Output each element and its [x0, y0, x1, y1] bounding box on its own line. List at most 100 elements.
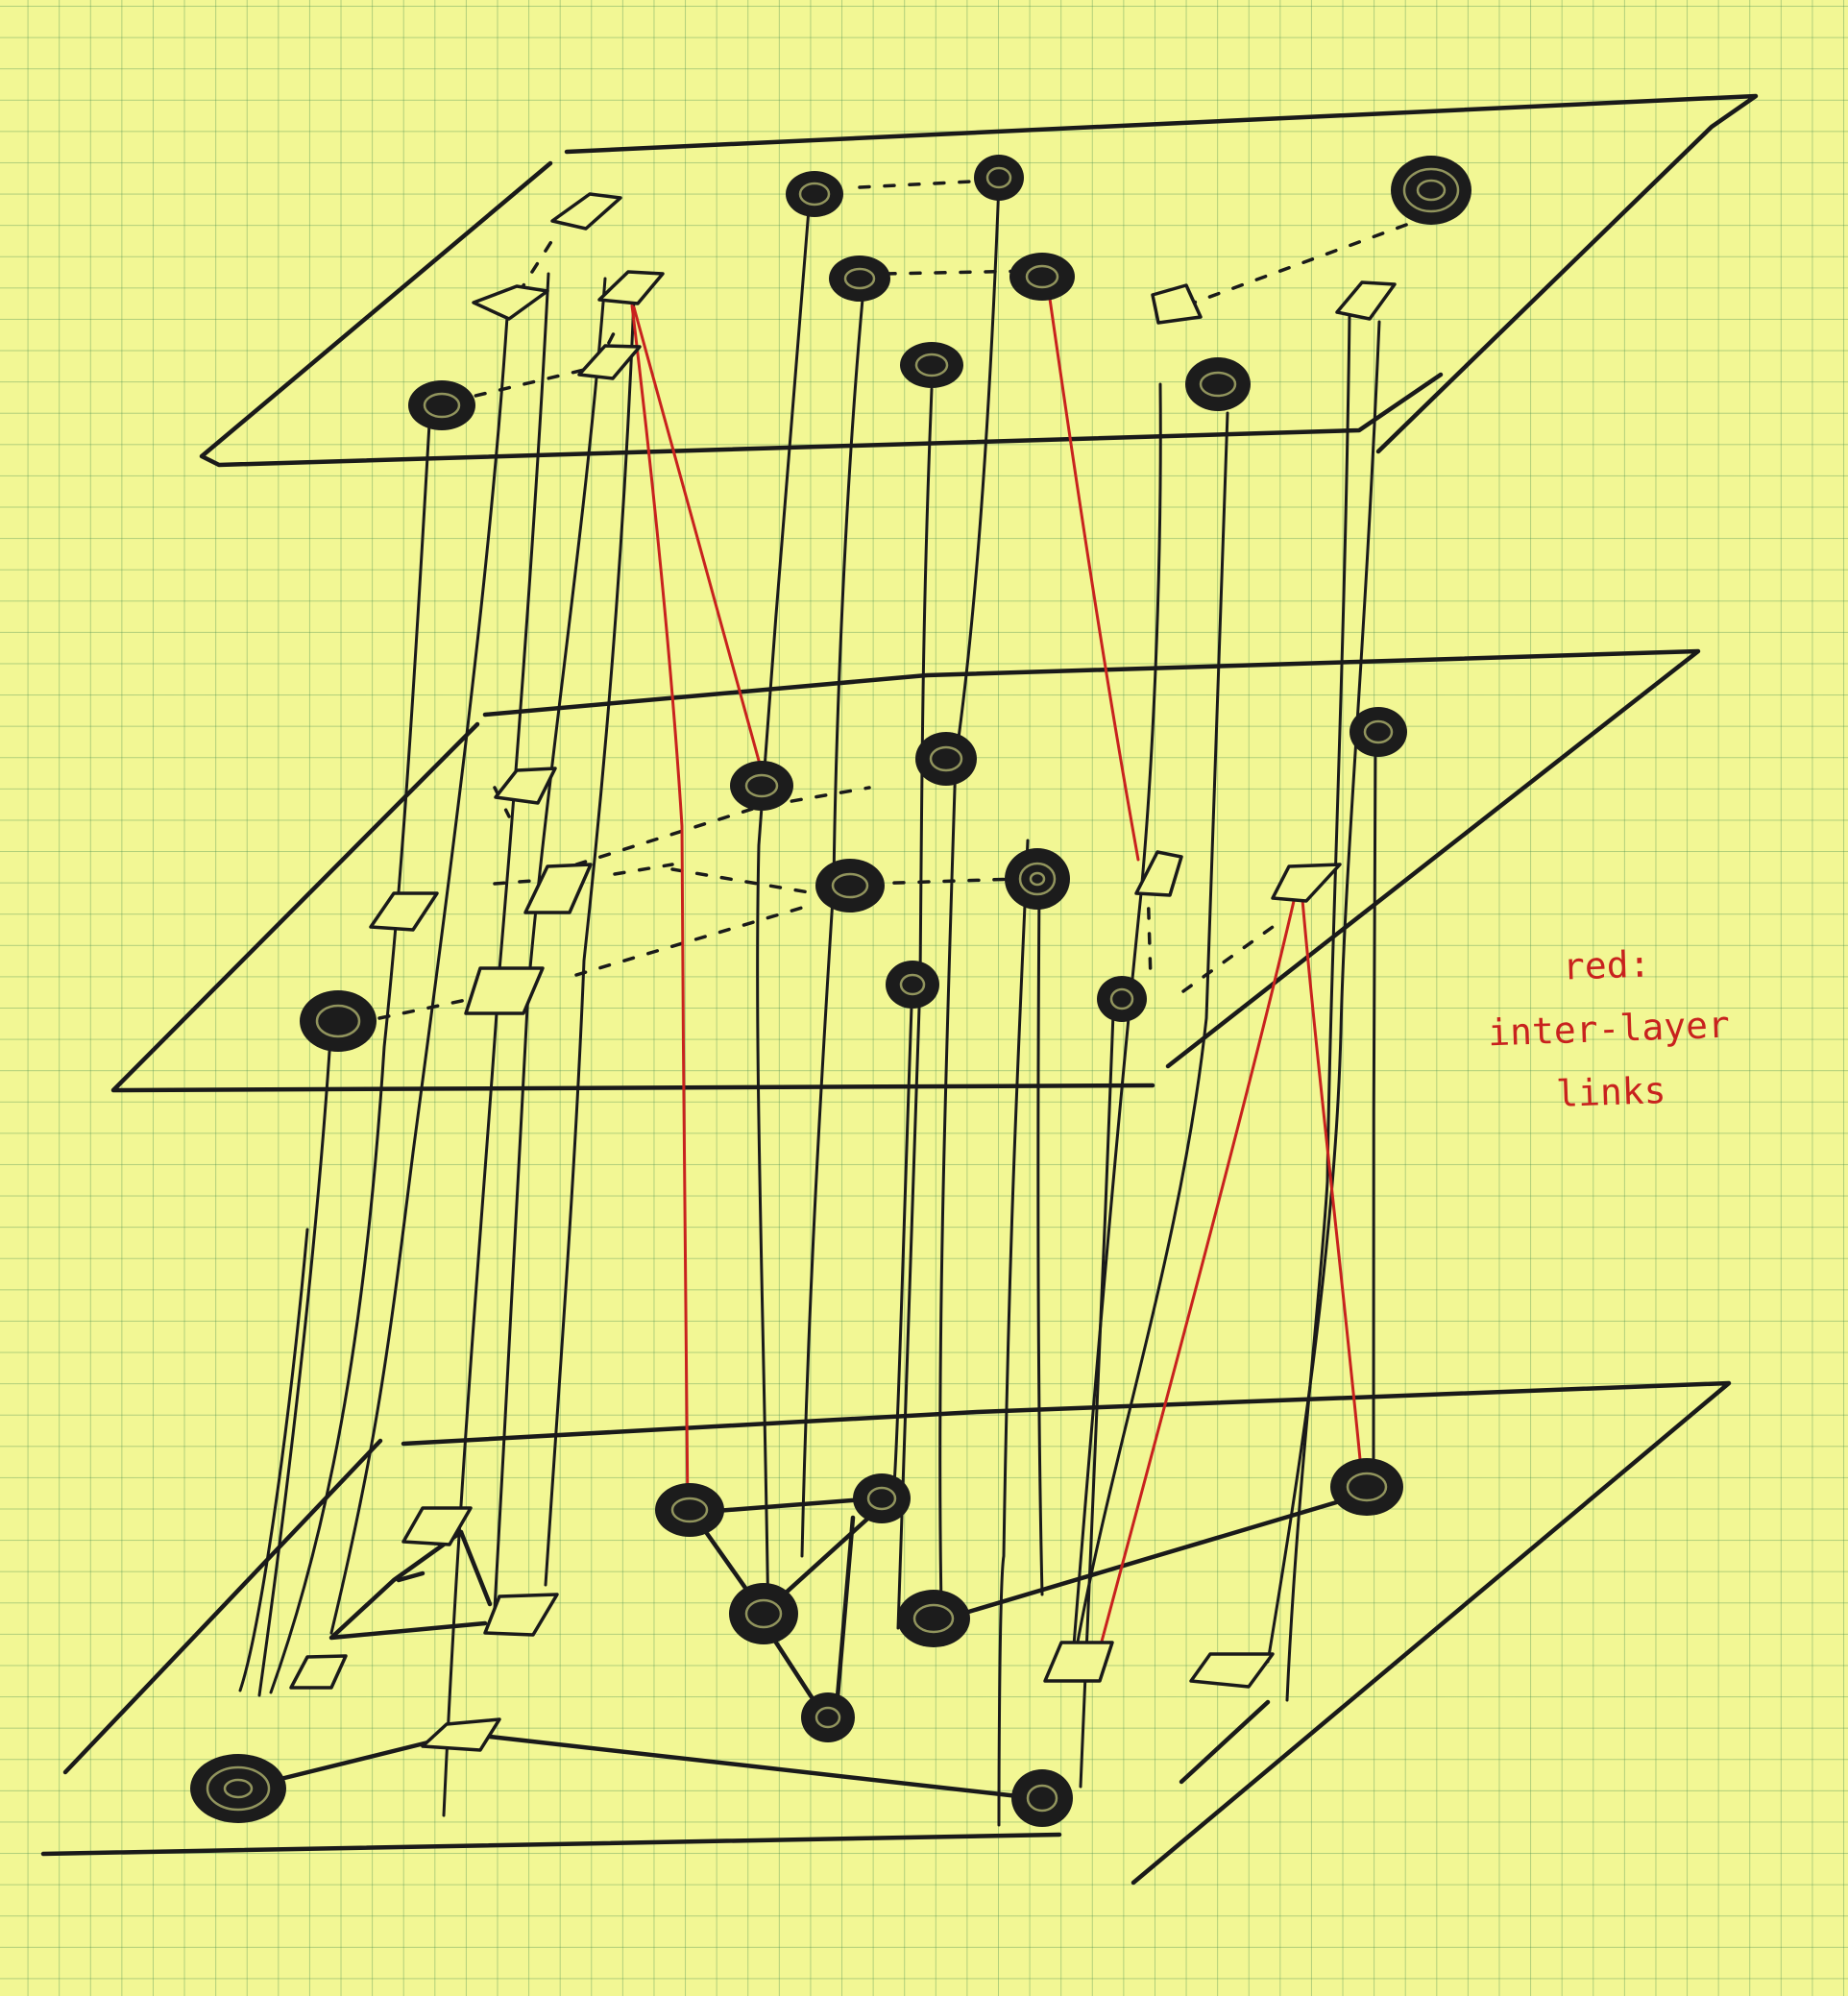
circle-node: [886, 961, 939, 1009]
dashed-link: [1146, 882, 1153, 982]
dashed-link: [574, 903, 814, 977]
vertical-link: [1036, 882, 1044, 1596]
circle-node: [786, 171, 843, 217]
circle-node: [815, 859, 885, 913]
square-node: [421, 1717, 501, 1752]
legend-annotation: red: inter-layer links: [1481, 930, 1738, 1129]
circle-node: [1011, 1769, 1073, 1827]
red-inter-layer-links: [630, 277, 1364, 1668]
dashed-link: [858, 179, 991, 189]
dashed-link: [517, 238, 554, 295]
circle-node: [897, 1590, 970, 1647]
circle-node: [801, 1692, 855, 1742]
square-node: [464, 966, 545, 1015]
top-layer-plane: [199, 93, 1759, 468]
square-node: [483, 1593, 559, 1637]
vertical-link: [257, 1021, 333, 1697]
solid-link: [328, 1529, 488, 1641]
vertical-link: [756, 207, 811, 1630]
circle-node: [190, 1754, 286, 1823]
square-node: [289, 1654, 348, 1690]
circle-nodes: [190, 155, 1471, 1827]
circle-node: [1005, 848, 1070, 910]
vertical-link: [1372, 740, 1377, 1472]
vertical-link: [997, 839, 1030, 1827]
inter-layer-link: [1093, 887, 1299, 1668]
vertical-link: [891, 978, 914, 1500]
dashed-link: [867, 877, 1020, 886]
solid-link: [770, 1510, 877, 1607]
square-node: [1271, 863, 1342, 903]
square-node: [494, 767, 557, 805]
dashed-link: [377, 997, 473, 1020]
square-node: [1134, 850, 1183, 897]
vertical-link: [938, 181, 1001, 1608]
square-node: [369, 891, 439, 932]
vertical-link: [1266, 320, 1381, 1664]
circle-node: [1350, 707, 1407, 757]
dashed-link: [1181, 925, 1275, 993]
circle-node: [730, 761, 793, 811]
solid-link: [458, 1529, 493, 1607]
inter-layer-link: [632, 305, 766, 780]
inter-layer-link: [1045, 277, 1140, 862]
square-node: [1189, 1652, 1275, 1689]
vertical-link: [800, 277, 866, 1558]
solid-link: [1179, 1699, 1271, 1785]
square-node: [1043, 1641, 1114, 1683]
circle-node: [1185, 357, 1251, 411]
solid-link: [833, 1515, 856, 1722]
vertical-link: [238, 1228, 309, 1692]
circle-node: [900, 342, 963, 388]
circle-node: [729, 1583, 798, 1644]
dashed-intra-layer-links: [377, 179, 1419, 1020]
inter-layer-link: [630, 304, 690, 1518]
circle-node: [1391, 156, 1471, 225]
solid-intra-layer-links: [266, 1496, 1352, 1799]
circle-node: [655, 1483, 724, 1537]
vertical-link: [544, 296, 636, 1587]
vertical-link: [269, 405, 432, 1694]
square-node: [472, 284, 549, 321]
circle-node: [300, 990, 377, 1052]
circle-node: [1330, 1458, 1403, 1516]
vertical-link: [493, 277, 607, 1611]
square-nodes: [289, 192, 1397, 1752]
square-node: [401, 1506, 473, 1546]
annotation-line-3: links: [1555, 1068, 1667, 1115]
dashed-link: [493, 786, 511, 818]
solid-link: [266, 1734, 454, 1785]
annotation-line-2: inter-layer: [1487, 1003, 1731, 1055]
circle-node: [1097, 976, 1147, 1022]
solid-link: [487, 1734, 1021, 1799]
circle-node: [408, 380, 475, 430]
square-node: [577, 344, 642, 380]
circle-node: [829, 256, 890, 302]
circle-node: [974, 155, 1024, 201]
dashed-link: [574, 786, 871, 866]
circle-node: [853, 1473, 911, 1523]
square-node: [1151, 283, 1203, 325]
vertical-link: [329, 315, 509, 1635]
vertical-link: [1285, 313, 1351, 1702]
solid-link: [927, 1496, 1352, 1626]
circle-node: [915, 732, 977, 786]
dashed-link: [670, 867, 816, 895]
solid-link: [396, 1570, 426, 1583]
vertical-link: [896, 387, 934, 1630]
dashed-link: [884, 269, 1034, 276]
square-node: [550, 192, 622, 231]
circle-node: [1009, 253, 1075, 301]
bottom-layer-plane: [40, 1380, 1732, 1886]
vertical-link: [1069, 382, 1162, 1683]
inter-layer-link: [1300, 887, 1364, 1481]
square-node: [523, 863, 593, 914]
annotation-line-1: red:: [1562, 942, 1652, 988]
vertical-link: [1074, 411, 1229, 1654]
middle-layer-plane: [110, 648, 1701, 1093]
square-node: [597, 270, 665, 305]
square-node: [1335, 280, 1397, 321]
dashed-link: [1184, 219, 1419, 307]
